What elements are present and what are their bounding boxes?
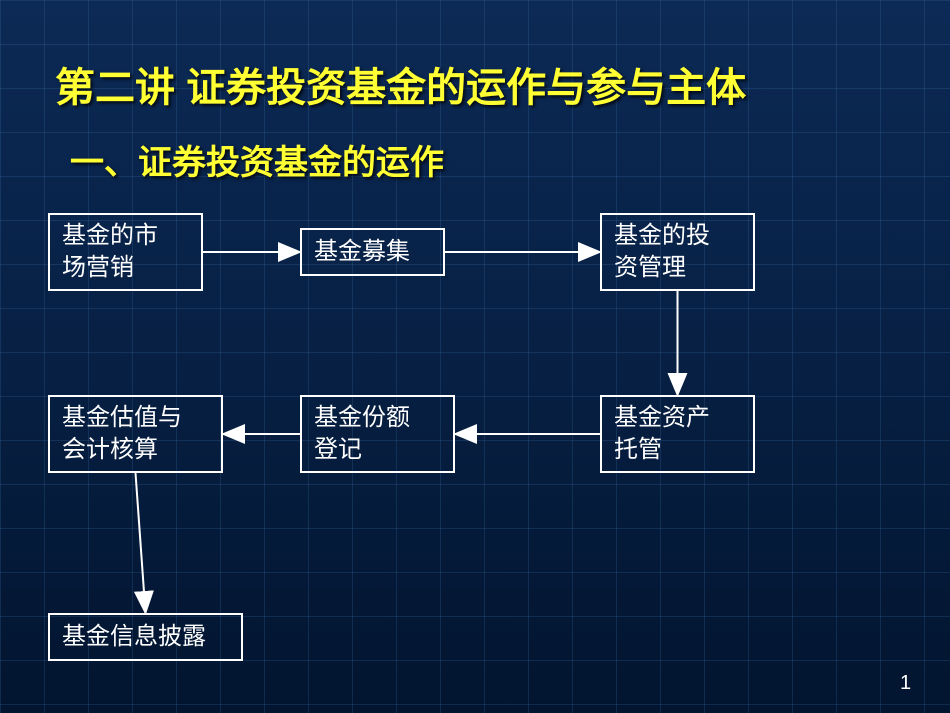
flow-node-label: 基金募集 bbox=[314, 236, 410, 268]
flow-node-n4: 基金资产 托管 bbox=[600, 395, 755, 473]
flow-node-label: 基金的投 资管理 bbox=[614, 220, 710, 285]
flow-node-n6: 基金估值与 会计核算 bbox=[48, 395, 223, 473]
flow-node-n3: 基金的投 资管理 bbox=[600, 213, 755, 291]
flow-node-label: 基金的市 场营销 bbox=[62, 220, 158, 285]
flow-node-n5: 基金份额 登记 bbox=[300, 395, 455, 473]
flow-edge bbox=[136, 473, 146, 613]
page-number: 1 bbox=[900, 672, 911, 695]
flow-node-n2: 基金募集 bbox=[300, 228, 445, 276]
flow-node-n1: 基金的市 场营销 bbox=[48, 213, 203, 291]
flow-arrows bbox=[0, 0, 950, 713]
flow-node-label: 基金估值与 会计核算 bbox=[62, 402, 182, 467]
flow-node-label: 基金份额 登记 bbox=[314, 402, 410, 467]
flow-node-label: 基金资产 托管 bbox=[614, 402, 710, 467]
flow-node-n7: 基金信息披露 bbox=[48, 613, 243, 661]
flow-node-label: 基金信息披露 bbox=[62, 621, 206, 653]
